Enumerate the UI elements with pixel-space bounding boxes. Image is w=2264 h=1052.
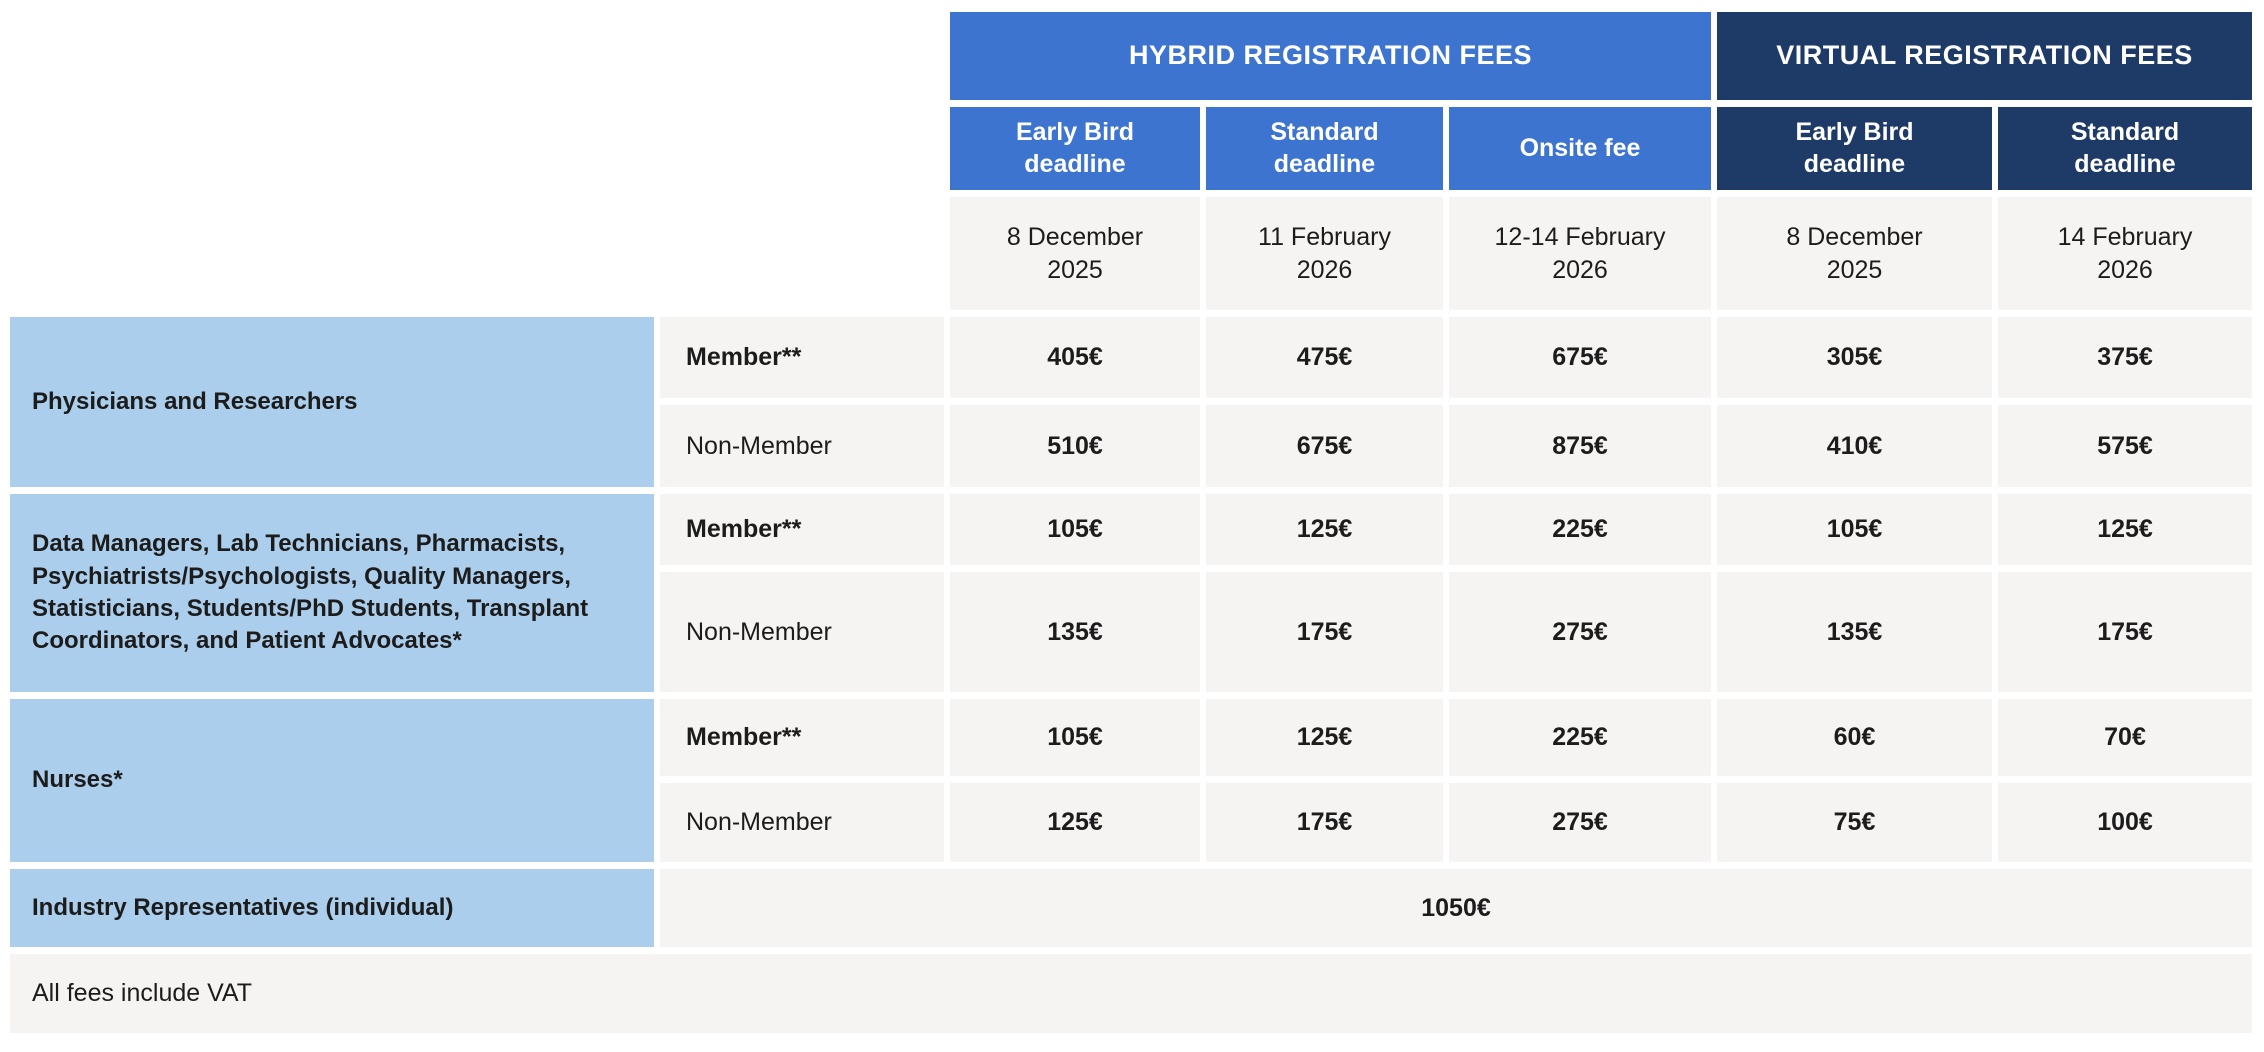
fee-value: 375€ [1998, 317, 2252, 398]
date-label: 14 February 2026 [2057, 223, 2193, 284]
fee-value: 100€ [1998, 783, 2252, 862]
date-label: 11 February 2026 [1258, 223, 1391, 284]
industry-fee-value: 1050€ [660, 869, 2252, 947]
fee-value: 175€ [1998, 572, 2252, 692]
deadline-date-hybrid-early-bird: 8 December 2025 [950, 197, 1200, 310]
fee-value: 175€ [1206, 783, 1443, 862]
deadline-date-virtual-standard: 14 February 2026 [1998, 197, 2252, 310]
category-industry-representatives: Industry Representatives (individual) [10, 869, 654, 947]
fee-value: 105€ [950, 494, 1200, 565]
fee-value: 225€ [1449, 494, 1711, 565]
column-header-label: Onsite fee [1519, 133, 1641, 162]
category-data-managers-and-others: Data Managers, Lab Technicians, Pharmaci… [10, 494, 654, 692]
membership-type-member: Member** [660, 317, 944, 398]
fee-value: 875€ [1449, 405, 1711, 487]
fee-value: 675€ [1206, 405, 1443, 487]
date-label: 12-14 February 2026 [1494, 223, 1666, 284]
membership-type-non-member: Non-Member [660, 405, 944, 487]
column-header-label: Early Bird deadline [1795, 118, 1914, 178]
fee-value: 75€ [1717, 783, 1992, 862]
fee-value: 175€ [1206, 572, 1443, 692]
fee-value: 575€ [1998, 405, 2252, 487]
column-header-virtual-early-bird: Early Bird deadline [1717, 107, 1992, 190]
category-label: Nurses* [32, 766, 123, 794]
date-label: 8 December 2025 [1786, 223, 1923, 284]
fee-value: 275€ [1449, 783, 1711, 862]
fee-value: 125€ [1206, 494, 1443, 565]
membership-type-member: Member** [660, 699, 944, 776]
fee-value: 105€ [1717, 494, 1992, 565]
fee-value: 475€ [1206, 317, 1443, 398]
membership-type-non-member: Non-Member [660, 572, 944, 692]
category-physicians-researchers: Physicians and Researchers [10, 317, 654, 487]
fee-value: 225€ [1449, 699, 1711, 776]
fee-value: 70€ [1998, 699, 2252, 776]
column-header-label: Standard deadline [1270, 118, 1379, 178]
category-nurses: Nurses* [10, 699, 654, 862]
fee-value: 510€ [950, 405, 1200, 487]
fee-value: 60€ [1717, 699, 1992, 776]
column-header-hybrid-early-bird: Early Bird deadline [950, 107, 1200, 190]
membership-type-non-member: Non-Member [660, 783, 944, 862]
column-header-label: Early Bird deadline [1015, 118, 1135, 178]
membership-type-member: Member** [660, 494, 944, 565]
fee-value: 105€ [950, 699, 1200, 776]
deadline-date-hybrid-standard: 11 February 2026 [1206, 197, 1443, 310]
deadline-date-onsite: 12-14 February 2026 [1449, 197, 1711, 310]
fee-value: 125€ [950, 783, 1200, 862]
column-header-hybrid-standard: Standard deadline [1206, 107, 1443, 190]
category-label: Industry Representatives (individual) [32, 893, 454, 921]
fee-value: 135€ [950, 572, 1200, 692]
fee-value: 275€ [1449, 572, 1711, 692]
category-label: Physicians and Researchers [32, 387, 358, 415]
vat-footnote: All fees include VAT [10, 954, 2252, 1033]
fee-value: 125€ [1998, 494, 2252, 565]
fee-value: 125€ [1206, 699, 1443, 776]
fee-value: 135€ [1717, 572, 1992, 692]
hybrid-registration-fees-header: HYBRID REGISTRATION FEES [950, 12, 1711, 100]
fee-value: 410€ [1717, 405, 1992, 487]
registration-fees-table: HYBRID REGISTRATION FEES VIRTUAL REGISTR… [10, 12, 2252, 1033]
column-header-label: Standard deadline [2070, 118, 2180, 178]
date-label: 8 December 2025 [1006, 223, 1144, 284]
fee-value: 405€ [950, 317, 1200, 398]
column-header-onsite-fee: Onsite fee [1449, 107, 1711, 190]
deadline-date-virtual-early-bird: 8 December 2025 [1717, 197, 1992, 310]
column-header-virtual-standard: Standard deadline [1998, 107, 2252, 190]
virtual-registration-fees-header: VIRTUAL REGISTRATION FEES [1717, 12, 2252, 100]
fee-value: 675€ [1449, 317, 1711, 398]
category-label: Data Managers, Lab Technicians, Pharmaci… [32, 530, 589, 655]
fee-value: 305€ [1717, 317, 1992, 398]
